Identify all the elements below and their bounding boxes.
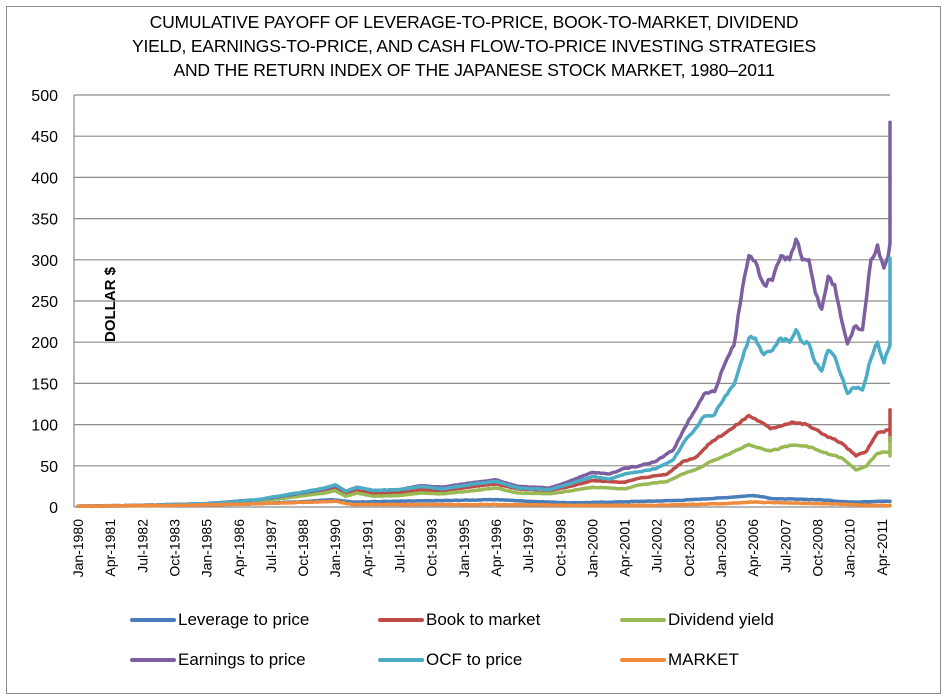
x-tick-label: Oct-1983 xyxy=(166,519,182,577)
y-tick-label: 200 xyxy=(31,335,58,352)
chart-title: CUMULATIVE PAYOFF OF LEVERAGE-TO-PRICE, … xyxy=(0,10,948,82)
legend-item: OCF to price xyxy=(378,650,522,670)
legend: Leverage to price Book to market Dividend … xyxy=(0,606,948,686)
x-tick-label: Jan-1995 xyxy=(456,519,472,578)
legend-swatch xyxy=(378,658,424,662)
legend-label: Earnings to price xyxy=(178,650,306,669)
legend-swatch xyxy=(620,618,666,622)
legend-swatch xyxy=(620,658,666,662)
legend-label: Leverage to price xyxy=(178,610,310,629)
y-axis-ticks: 0 50 100 150 200 250 300 350 400 450 500 xyxy=(31,88,58,517)
legend-item: Dividend yield xyxy=(620,610,774,630)
x-tick-label: Jan-1980 xyxy=(70,519,86,578)
legend-item: Earnings to price xyxy=(130,650,306,670)
series-lines xyxy=(76,120,892,509)
x-tick-label: Apr-1996 xyxy=(488,519,504,577)
x-tick-label: Jan-2000 xyxy=(584,519,600,578)
gridlines xyxy=(73,94,890,508)
series-line-market xyxy=(76,499,892,509)
chart-frame xyxy=(6,6,941,694)
legend-swatch xyxy=(378,618,424,622)
x-tick-label: Jul-1982 xyxy=(134,519,150,573)
x-tick-label: Apr-1986 xyxy=(231,519,247,577)
y-tick-label: 450 xyxy=(31,129,58,146)
legend-label: MARKET xyxy=(668,650,739,669)
x-tick-label: Oct-2008 xyxy=(809,519,825,577)
x-tick-label: Jan-2005 xyxy=(713,519,729,578)
x-tick-label: Apr-2011 xyxy=(874,519,890,576)
x-tick-label: Jan-2010 xyxy=(842,519,858,578)
y-tick-label: 300 xyxy=(31,253,58,270)
legend-label: Dividend yield xyxy=(668,610,774,629)
legend-item: Book to market xyxy=(378,610,540,630)
legend-item: Leverage to price xyxy=(130,610,309,630)
x-tick-label: Oct-2003 xyxy=(681,519,697,577)
x-tick-label: Apr-1991 xyxy=(359,519,375,577)
y-tick-label: 350 xyxy=(31,212,58,229)
y-tick-label: 400 xyxy=(31,170,58,187)
x-tick-label: Jul-1987 xyxy=(263,519,279,573)
x-tick-label: Oct-1998 xyxy=(552,519,568,577)
chart-title-line-3: AND THE RETURN INDEX OF THE JAPANESE STO… xyxy=(173,60,775,80)
y-tick-label: 100 xyxy=(31,418,58,435)
legend-swatch xyxy=(130,618,176,622)
legend-label: Book to market xyxy=(426,610,541,629)
legend-swatch xyxy=(130,658,176,662)
legend-label: OCF to price xyxy=(426,650,523,669)
x-tick-label: Apr-2006 xyxy=(745,519,761,577)
x-tick-label: Oct-1993 xyxy=(424,519,440,577)
x-tick-label: Oct-1988 xyxy=(295,519,311,577)
x-tick-label: Jul-1997 xyxy=(520,519,536,573)
y-tick-label: 250 xyxy=(31,294,58,311)
y-tick-label: 500 xyxy=(31,88,58,105)
x-tick-label: Jul-1992 xyxy=(392,519,408,573)
chart-title-line-1: CUMULATIVE PAYOFF OF LEVERAGE-TO-PRICE, … xyxy=(149,12,799,32)
y-tick-label: 0 xyxy=(49,500,58,517)
x-axis-ticks: Jan-1980 Apr-1981 Jul-1982 Oct-1983 Jan-1985… xyxy=(70,519,890,578)
x-tick-label: Jan-1985 xyxy=(199,519,215,578)
x-tick-label: Jan-1990 xyxy=(327,519,343,578)
series-line-dividend-yield xyxy=(76,436,892,508)
y-tick-label: 150 xyxy=(31,376,58,393)
x-tick-label: Apr-2001 xyxy=(617,519,633,577)
chart-title-line-2: YIELD, EARNINGS-TO-PRICE, AND CASH FLOW-… xyxy=(131,36,817,56)
x-tick-label: Apr-1981 xyxy=(102,519,118,577)
y-axis-label: DOLLAR $ xyxy=(102,266,119,342)
series-line-ocf-to-price xyxy=(76,256,892,509)
y-tick-label: 50 xyxy=(40,459,58,476)
legend-item: MARKET xyxy=(620,650,739,670)
x-tick-label: Jul-2007 xyxy=(777,519,793,573)
x-tick-label: Jul-2002 xyxy=(649,519,665,573)
